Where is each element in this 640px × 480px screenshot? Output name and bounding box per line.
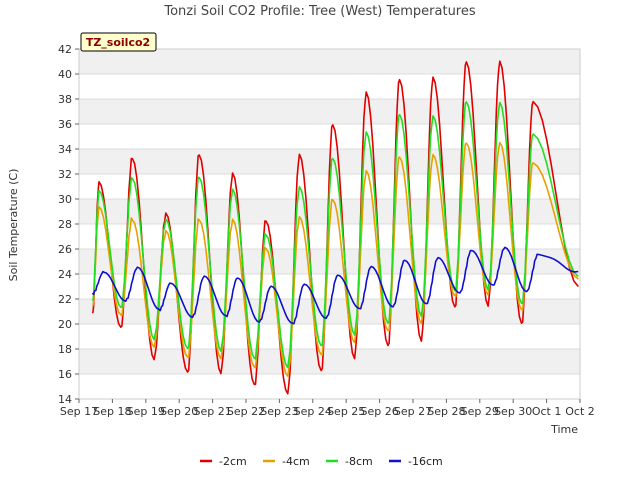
legend-label: -4cm — [282, 455, 310, 468]
station-tag-label: TZ_soilco2 — [86, 36, 150, 49]
y-tick-label: 42 — [58, 43, 72, 56]
y-tick-label: 28 — [58, 218, 72, 231]
y-tick-label: 32 — [58, 168, 72, 181]
y-axis-ticks: 14 16 18 20 22 24 26 28 30 32 34 36 38 40 42 — [58, 43, 79, 406]
series-lines — [91, 60, 579, 395]
x-tick-label: Sep 19 — [127, 405, 165, 418]
series-line-minus-8cm — [91, 101, 579, 369]
chart-title: Tonzi Soil CO2 Profile: Tree (West) Temp… — [163, 4, 476, 19]
x-tick-label: Oct 1 — [532, 405, 562, 418]
legend-label: -16cm — [408, 455, 443, 468]
y-tick-label: 20 — [58, 318, 72, 331]
y-tick-label: 14 — [58, 393, 72, 406]
legend-label: -2cm — [219, 455, 247, 468]
x-tick-label: Sep 30 — [494, 405, 532, 418]
y-tick-label: 26 — [58, 243, 72, 256]
y-tick-label: 24 — [58, 268, 72, 281]
x-tick-label: Sep 27 — [394, 405, 432, 418]
x-tick-label: Sep 20 — [160, 405, 198, 418]
y-tick-label: 30 — [58, 193, 72, 206]
y-tick-label: 22 — [58, 293, 72, 306]
grid-band — [79, 349, 580, 374]
legend-label: -8cm — [345, 455, 373, 468]
legend: -2cm -4cm -8cm -16cm — [200, 455, 443, 468]
series-line-minus-16cm — [91, 246, 579, 325]
x-tick-label: Sep 17 — [60, 405, 98, 418]
x-tick-label: Sep 22 — [227, 405, 265, 418]
x-tick-label: Sep 28 — [427, 405, 465, 418]
y-axis-title: Soil Temperature (C) — [7, 169, 20, 282]
grid-band — [79, 249, 580, 274]
x-tick-label: Sep 23 — [260, 405, 298, 418]
x-tick-label: Sep 18 — [93, 405, 131, 418]
station-tag: TZ_soilco2 — [80, 32, 157, 52]
grid-band — [79, 49, 580, 74]
x-tick-label: Sep 26 — [360, 405, 398, 418]
y-tick-label: 34 — [58, 143, 72, 156]
y-tick-label: 16 — [58, 368, 72, 381]
series-line-minus-4cm — [92, 141, 579, 377]
x-tick-label: Sep 24 — [294, 405, 332, 418]
x-tick-label: Sep 21 — [193, 405, 231, 418]
y-tick-label: 38 — [58, 93, 72, 106]
x-tick-label: Oct 2 — [565, 405, 595, 418]
y-tick-label: 40 — [58, 68, 72, 81]
x-tick-label: Sep 29 — [461, 405, 499, 418]
y-tick-label: 36 — [58, 118, 72, 131]
station-tag-box — [80, 32, 157, 52]
x-tick-label: Sep 25 — [327, 405, 365, 418]
y-tick-label: 18 — [58, 343, 72, 356]
x-axis-title: Time — [550, 423, 578, 436]
